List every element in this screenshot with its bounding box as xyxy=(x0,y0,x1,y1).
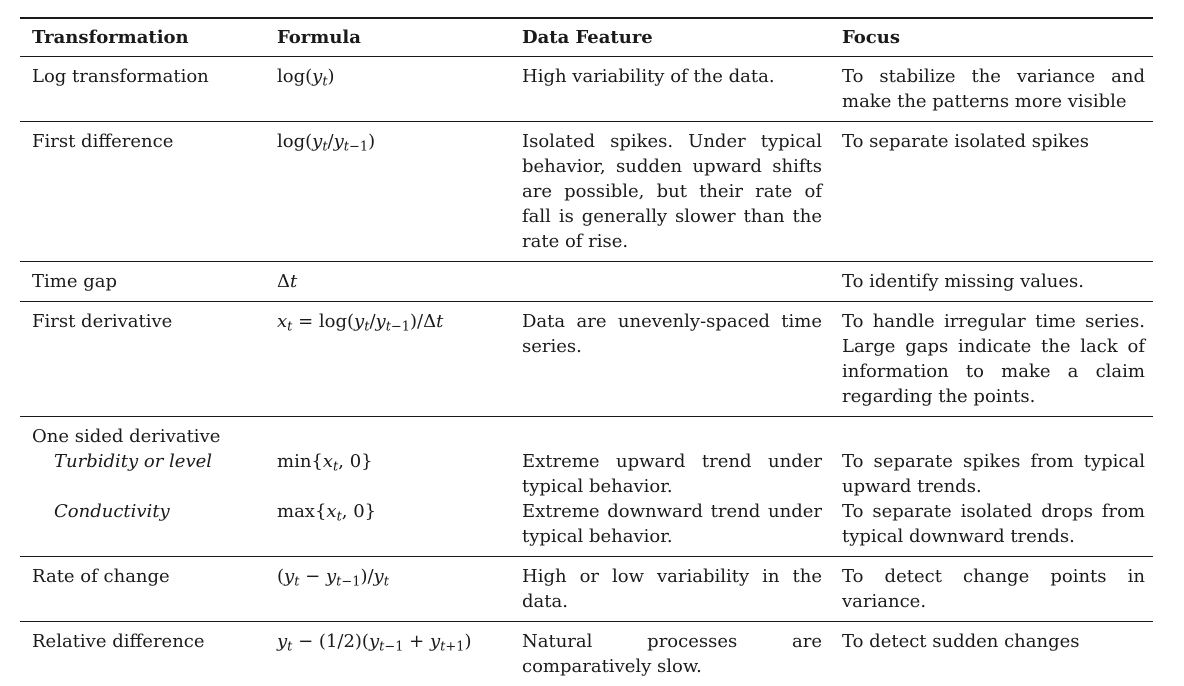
header-data-feature: Data Feature xyxy=(510,18,830,57)
transformations-table: Transformation Formula Data Feature Focu… xyxy=(20,17,1153,686)
focus-cell: To identify missing values. xyxy=(830,262,1153,302)
focus-conductivity: To separate isolated drops from typical … xyxy=(842,499,1145,549)
feature-cell: Isolated spikes. Under typical behavior,… xyxy=(510,122,830,262)
header-formula: Formula xyxy=(265,18,510,57)
focus-cell: To separate spikes from typical upward t… xyxy=(830,417,1153,557)
transformation-cell: First difference xyxy=(20,122,265,262)
focus-cell: To handle irregular time series. Large g… xyxy=(830,302,1153,417)
formula-cell: Δt xyxy=(265,262,510,302)
transformation-cell: One sided derivative Turbidity or level … xyxy=(20,417,265,557)
feature-turbidity: Extreme upward trend under typical behav… xyxy=(522,449,822,499)
feature-cell: Natural processes are comparatively slow… xyxy=(510,622,830,686)
transformation-cell: Relative difference xyxy=(20,622,265,686)
focus-cell: To detect sudden changes xyxy=(830,622,1153,686)
transformation-cell: First derivative xyxy=(20,302,265,417)
table-body: Log transformation log(yt) High variabil… xyxy=(20,57,1153,686)
subcase-label-conductivity: Conductivity xyxy=(32,499,265,524)
feature-conductivity: Extreme downward trend under typical beh… xyxy=(522,499,822,549)
transformation-label: One sided derivative xyxy=(32,424,265,449)
spacer xyxy=(522,424,822,449)
spacer xyxy=(277,474,510,499)
feature-cell: Extreme upward trend under typical behav… xyxy=(510,417,830,557)
formula-cell: log(yt) xyxy=(265,57,510,122)
formula-max: max{xt, 0} xyxy=(277,499,510,524)
transformation-cell: Time gap xyxy=(20,262,265,302)
table-row: Log transformation log(yt) High variabil… xyxy=(20,57,1153,122)
feature-cell: Data are unevenly-spaced time series. xyxy=(510,302,830,417)
table: Transformation Formula Data Feature Focu… xyxy=(20,17,1153,686)
table-row: Rate of change (yt − yt−1)/yt High or lo… xyxy=(20,557,1153,622)
formula-cell: min{xt, 0} max{xt, 0} xyxy=(265,417,510,557)
focus-cell: To detect change points in variance. xyxy=(830,557,1153,622)
formula-cell: xt = log(yt/yt−1)/Δt xyxy=(265,302,510,417)
formula-min: min{xt, 0} xyxy=(277,449,510,474)
table-row: Relative difference yt − (1/2)(yt−1 + yt… xyxy=(20,622,1153,686)
transformation-cell: Rate of change xyxy=(20,557,265,622)
table-row: First derivative xt = log(yt/yt−1)/Δt Da… xyxy=(20,302,1153,417)
header-row: Transformation Formula Data Feature Focu… xyxy=(20,18,1153,57)
header-focus: Focus xyxy=(830,18,1153,57)
formula-cell: log(yt/yt−1) xyxy=(265,122,510,262)
feature-cell xyxy=(510,262,830,302)
spacer xyxy=(277,424,510,449)
feature-cell: High or low variability in the data. xyxy=(510,557,830,622)
header-transformation: Transformation xyxy=(20,18,265,57)
focus-cell: To separate isolated spikes xyxy=(830,122,1153,262)
spacer xyxy=(32,474,265,499)
formula-cell: yt − (1/2)(yt−1 + yt+1) xyxy=(265,622,510,686)
table-row: First difference log(yt/yt−1) Isolated s… xyxy=(20,122,1153,262)
feature-cell: High variability of the data. xyxy=(510,57,830,122)
subcase-label-turbidity: Turbidity or level xyxy=(32,449,265,474)
focus-cell: To stabilize the variance and make the p… xyxy=(830,57,1153,122)
formula-cell: (yt − yt−1)/yt xyxy=(265,557,510,622)
table-row: Time gap Δt To identify missing values. xyxy=(20,262,1153,302)
focus-turbidity: To separate spikes from typical upward t… xyxy=(842,449,1145,499)
table-header: Transformation Formula Data Feature Focu… xyxy=(20,18,1153,57)
spacer xyxy=(842,424,1145,449)
transformation-cell: Log transformation xyxy=(20,57,265,122)
table-row: One sided derivative Turbidity or level … xyxy=(20,417,1153,557)
